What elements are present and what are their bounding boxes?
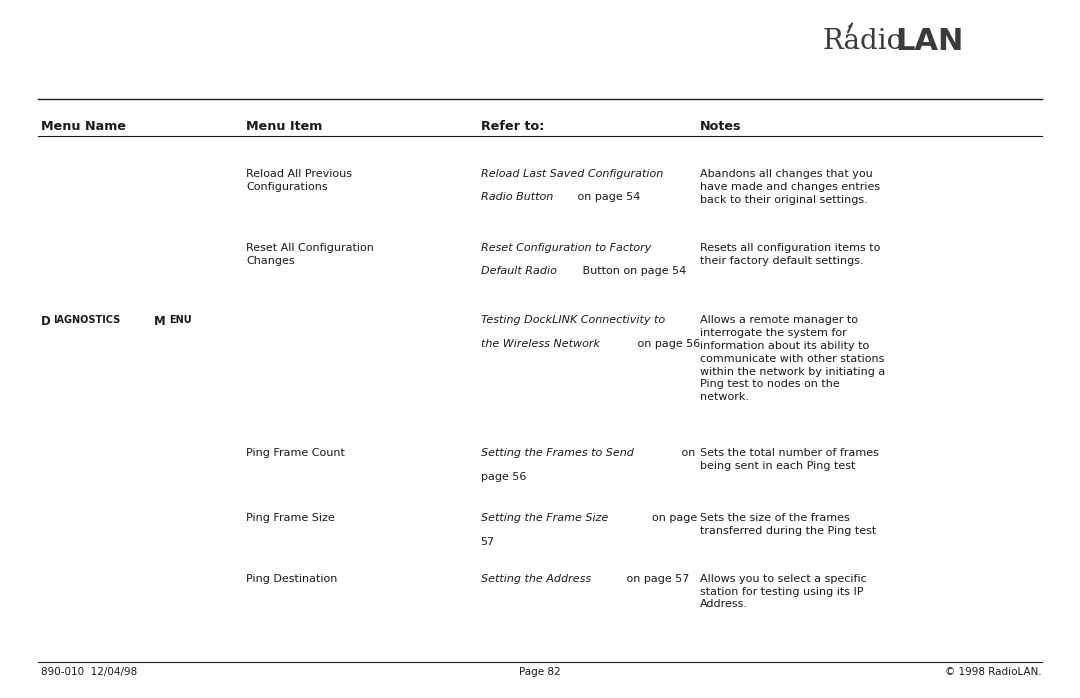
Text: Setting the Frame Size: Setting the Frame Size xyxy=(481,513,608,523)
Text: on page 56: on page 56 xyxy=(634,339,701,349)
Text: Menu Item: Menu Item xyxy=(246,120,323,133)
Text: Refer to:: Refer to: xyxy=(481,120,544,133)
Text: on page 54: on page 54 xyxy=(573,193,640,202)
Text: Testing DockLINK Connectivity to: Testing DockLINK Connectivity to xyxy=(481,315,664,325)
Text: Page 82: Page 82 xyxy=(519,667,561,677)
Text: Reset Configuration to Factory: Reset Configuration to Factory xyxy=(481,243,651,253)
Text: Ping Destination: Ping Destination xyxy=(246,574,338,584)
Text: D: D xyxy=(41,315,51,329)
Text: Radio: Radio xyxy=(823,29,904,55)
Text: Setting the Frames to Send: Setting the Frames to Send xyxy=(481,448,634,458)
Text: Button on page 54: Button on page 54 xyxy=(579,267,686,276)
Text: Resets all configuration items to
their factory default settings.: Resets all configuration items to their … xyxy=(700,243,880,266)
Text: Radio Button: Radio Button xyxy=(481,193,553,202)
Text: the Wireless Network: the Wireless Network xyxy=(481,339,599,349)
Text: Menu Name: Menu Name xyxy=(41,120,126,133)
Text: Allows a remote manager to
interrogate the system for
information about its abil: Allows a remote manager to interrogate t… xyxy=(700,315,886,402)
Text: M: M xyxy=(154,315,166,329)
Text: Ping Frame Count: Ping Frame Count xyxy=(246,448,346,458)
Text: Reset All Configuration
Changes: Reset All Configuration Changes xyxy=(246,243,374,266)
Text: ENU: ENU xyxy=(170,315,192,325)
Text: Sets the total number of frames
being sent in each Ping test: Sets the total number of frames being se… xyxy=(700,448,879,471)
Text: ✦: ✦ xyxy=(847,24,853,29)
Text: Notes: Notes xyxy=(700,120,741,133)
Text: Abandons all changes that you
have made and changes entries
back to their origin: Abandons all changes that you have made … xyxy=(700,169,880,205)
Text: Sets the size of the frames
transferred during the Ping test: Sets the size of the frames transferred … xyxy=(700,513,876,536)
Text: Reload Last Saved Configuration: Reload Last Saved Configuration xyxy=(481,169,663,179)
Text: LAN: LAN xyxy=(895,27,963,57)
Text: © 1998 RadioLAN.: © 1998 RadioLAN. xyxy=(945,667,1042,677)
Text: on: on xyxy=(678,448,696,458)
Text: page 56: page 56 xyxy=(481,472,526,482)
Text: 57: 57 xyxy=(481,537,495,547)
Text: Default Radio: Default Radio xyxy=(481,267,556,276)
Text: Ping Frame Size: Ping Frame Size xyxy=(246,513,335,523)
Text: IAGNOSTICS: IAGNOSTICS xyxy=(54,315,121,325)
Text: Reload All Previous
Configurations: Reload All Previous Configurations xyxy=(246,169,352,192)
Text: Setting the Address: Setting the Address xyxy=(481,574,591,584)
Text: on page: on page xyxy=(645,513,698,523)
Text: 890-010  12/04/98: 890-010 12/04/98 xyxy=(41,667,137,677)
Text: Allows you to select a specific
station for testing using its IP
Address.: Allows you to select a specific station … xyxy=(700,574,866,609)
Text: on page 57: on page 57 xyxy=(623,574,689,584)
